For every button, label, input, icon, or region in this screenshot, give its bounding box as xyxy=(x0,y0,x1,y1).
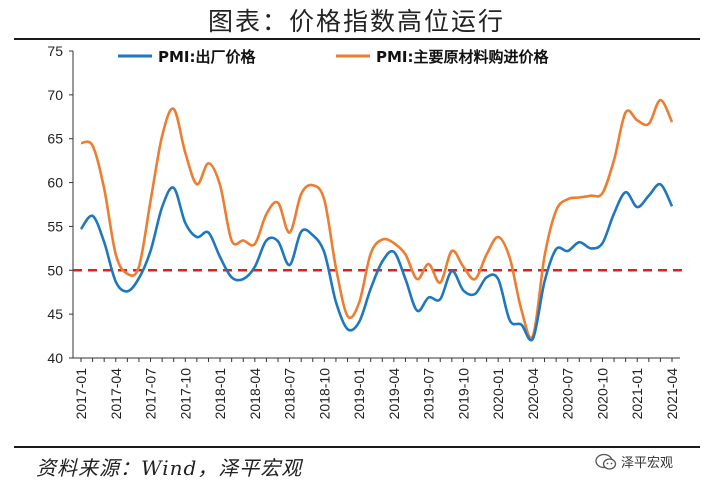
x-tick-label: 2020-07 xyxy=(560,368,576,420)
y-tick-label: 55 xyxy=(47,218,63,234)
x-tick-label: 2018-10 xyxy=(316,368,332,420)
x-tick-label: 2019-07 xyxy=(421,368,437,420)
y-tick-label: 50 xyxy=(47,262,63,278)
series-group xyxy=(79,98,674,342)
legend: PMI:出厂价格 PMI:主要原材料购进价格 xyxy=(118,48,550,66)
y-tick-label: 75 xyxy=(47,43,63,59)
x-tick-label: 2021-04 xyxy=(664,368,680,420)
top-rule xyxy=(14,38,700,40)
x-tick-label: 2017-01 xyxy=(73,368,89,420)
y-tick-label: 40 xyxy=(47,350,63,366)
y-tick-label: 65 xyxy=(47,131,63,147)
y-tick-label: 70 xyxy=(47,87,63,103)
x-tick-label: 2020-04 xyxy=(525,368,541,420)
legend-label: PMI:出厂价格 xyxy=(158,48,257,66)
x-tick-label: 2019-10 xyxy=(455,368,471,420)
bottom-rule xyxy=(14,446,700,448)
x-tick-label: 2020-10 xyxy=(594,368,610,420)
axes: 40 45 50 55 60 65 70 75 2017-01 2017-04 2017-07 201… xyxy=(47,43,680,419)
x-tick-label: 2017-07 xyxy=(143,368,159,420)
x-tick-label: 2021-01 xyxy=(629,368,645,420)
x-tick-label: 2018-07 xyxy=(282,368,298,420)
wechat-bubble-icon xyxy=(595,453,617,470)
watermark: 泽平宏观 xyxy=(595,452,673,471)
chart: 40 45 50 55 60 65 70 75 2017-01 2017-04 2017-07 201… xyxy=(47,43,684,419)
x-tick-label: 2018-01 xyxy=(212,368,228,420)
x-tick-label: 2019-01 xyxy=(351,368,367,420)
x-tick-label: 2017-10 xyxy=(177,368,193,420)
x-tick-label: 2017-04 xyxy=(108,368,124,420)
x-tick-label: 2020-01 xyxy=(490,368,506,420)
y-tick-label: 45 xyxy=(47,306,63,322)
watermark-text: 泽平宏观 xyxy=(621,456,674,471)
series-line-output-price xyxy=(79,182,674,342)
legend-label: PMI:主要原材料购进价格 xyxy=(376,48,550,66)
x-tick-label: 2019-04 xyxy=(386,368,402,420)
series-line-input-price xyxy=(80,98,674,340)
y-tick-label: 60 xyxy=(47,175,63,191)
chart-title: 图表：价格指数高位运行 xyxy=(207,7,505,36)
source-note: 资料来源：Wind，泽平宏观 xyxy=(36,456,303,480)
x-tick-label: 2018-04 xyxy=(247,368,263,420)
